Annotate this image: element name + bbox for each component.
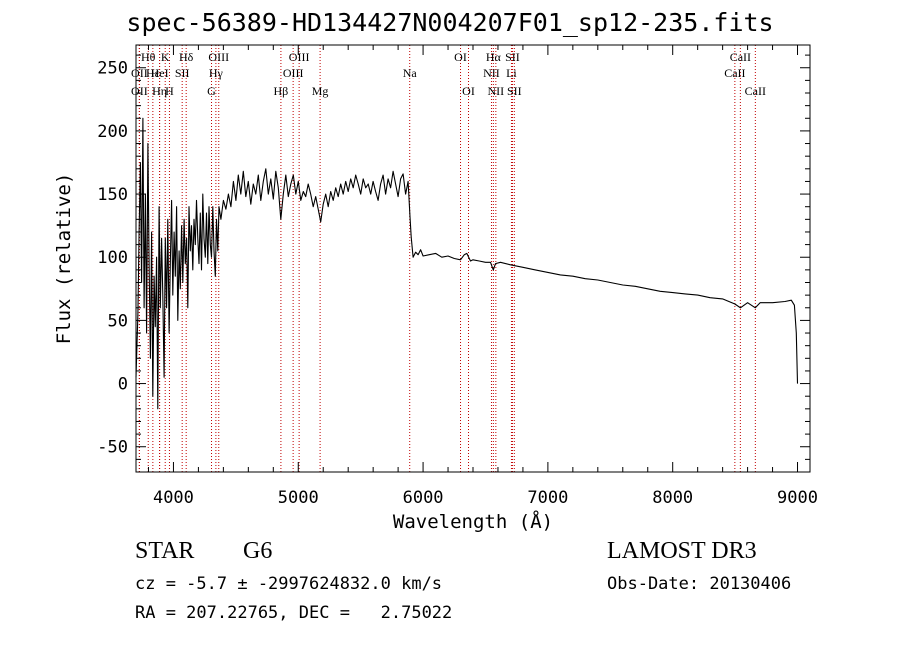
line-markers-layer (138, 45, 756, 472)
plot-frame (135, 44, 811, 473)
y-tick-label: 250 (97, 59, 128, 79)
axes-layer (135, 44, 811, 473)
y-tick-label: 150 (97, 185, 128, 205)
line-marker-label: OIII (289, 50, 310, 64)
line-marker-label: SII (505, 50, 520, 64)
x-axis-label: Wavelength (Å) (393, 510, 553, 533)
object-type: STAR (135, 538, 195, 564)
line-marker-label: Hβ (274, 84, 289, 98)
line-marker-label: Hδ (179, 50, 194, 64)
line-marker-label: Li (506, 66, 517, 80)
line-marker-label: Hη (152, 84, 167, 98)
line-marker-label: Hγ (209, 66, 224, 80)
line-marker-label: G (207, 84, 216, 98)
y-tick-label: 50 (108, 311, 128, 331)
line-marker-label: OII (131, 84, 148, 98)
spectrum-line (135, 117, 799, 410)
line-marker-label: SII (175, 66, 190, 80)
line-marker-label: OI (454, 50, 467, 64)
coords-text: RA = 207.22765, DEC = 2.75022 (135, 603, 453, 623)
line-marker-label: Hθ (141, 50, 156, 64)
line-marker-label: NII (483, 66, 500, 80)
x-tick-label: 7000 (527, 488, 568, 508)
line-marker-label: H (165, 84, 174, 98)
survey-name: LAMOST DR3 (607, 538, 757, 564)
x-tick-label: 4000 (153, 488, 194, 508)
line-marker-label: CaII (745, 84, 766, 98)
series-layer (135, 117, 799, 410)
x-tick-label: 6000 (403, 488, 444, 508)
y-tick-label: 0 (118, 375, 128, 395)
x-tick-label: 5000 (278, 488, 319, 508)
y-tick-label: -50 (97, 438, 128, 458)
y-tick-label: 100 (97, 248, 128, 268)
x-tick-label: 9000 (777, 488, 818, 508)
line-marker-label: OIII (283, 66, 304, 80)
line-marker-label: SII (507, 84, 522, 98)
line-marker-label: Hα (486, 50, 502, 64)
line-marker-label: Na (403, 66, 418, 80)
x-tick-label: 8000 (652, 488, 693, 508)
line-marker-label: OI (462, 84, 475, 98)
line-marker-label: NII (488, 84, 505, 98)
y-tick-label: 200 (97, 122, 128, 142)
redshift-text: cz = -5.7 ± -2997624832.0 km/s (135, 574, 443, 594)
line-marker-label: K (161, 50, 170, 64)
line-marker-label: HeI (151, 66, 169, 80)
line-marker-label: OII (131, 66, 148, 80)
line-marker-label: CaII (724, 66, 745, 80)
object-subclass: G6 (243, 538, 273, 564)
line-marker-label: Mg (312, 84, 329, 98)
line-marker-label: Hε (146, 66, 160, 80)
line-marker-label: OIII (208, 50, 229, 64)
obs-date-text: Obs-Date: 20130406 (607, 574, 792, 594)
y-axis-label: Flux (relative) (53, 173, 75, 345)
chart-title: spec-56389-HD134427N004207F01_sp12-235.f… (126, 8, 774, 37)
line-marker-label: CaII (730, 50, 751, 64)
